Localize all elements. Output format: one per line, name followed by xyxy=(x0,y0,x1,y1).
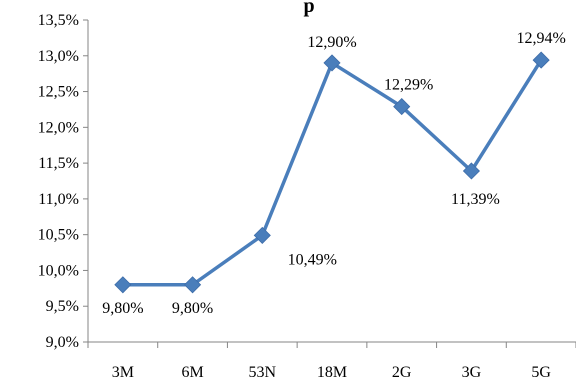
y-tick-label: 9,5% xyxy=(46,298,79,315)
x-tick-label: 18M xyxy=(317,364,347,381)
data-label: 9,80% xyxy=(172,300,213,317)
x-tick-label: 3M xyxy=(112,364,134,381)
data-labels: 9,80% 9,80% 10,49% 12,90% 12,29% 11,39% 12,94% xyxy=(102,30,566,317)
series-layer xyxy=(114,51,550,294)
y-tick-label: 12,5% xyxy=(38,84,79,101)
x-tick-label: 5G xyxy=(531,364,551,381)
data-label: 12,94% xyxy=(516,30,565,47)
data-label: 12,90% xyxy=(307,34,356,51)
data-label: 10,49% xyxy=(288,251,337,268)
data-label: 12,29% xyxy=(384,77,433,94)
y-tick-label: 13,0% xyxy=(38,48,79,65)
x-tick-label: 6M xyxy=(181,364,203,381)
x-tick-label: 53N xyxy=(249,364,277,381)
x-tick-label: 3G xyxy=(462,364,482,381)
x-tick-label: 2G xyxy=(392,364,412,381)
y-tick-label: 12,0% xyxy=(38,119,79,136)
y-tick-label: 11,5% xyxy=(38,155,79,172)
y-tick-label: 11,0% xyxy=(38,191,79,208)
y-tick-label: 9,0% xyxy=(46,334,79,351)
chart-title: p xyxy=(303,0,314,17)
data-label: 11,39% xyxy=(451,191,500,208)
y-axis-ticks: 9,0% 9,5% 10,0% 10,5% 11,0% 11,5% 12,0% 12,5% 13… xyxy=(38,12,88,351)
y-tick-label: 10,0% xyxy=(38,262,79,279)
data-point-marker xyxy=(532,51,550,69)
y-tick-label: 13,5% xyxy=(38,12,79,29)
data-point-marker xyxy=(393,98,411,116)
data-label: 9,80% xyxy=(102,300,143,317)
x-axis-ticks: 3M 6M 53N 18M 2G 3G 5G xyxy=(87,342,576,381)
data-point-marker xyxy=(114,276,132,294)
data-point-marker xyxy=(462,162,480,180)
data-point-marker xyxy=(253,226,271,244)
data-point-marker xyxy=(323,54,341,72)
y-tick-label: 10,5% xyxy=(38,227,79,244)
data-point-marker xyxy=(184,276,202,294)
